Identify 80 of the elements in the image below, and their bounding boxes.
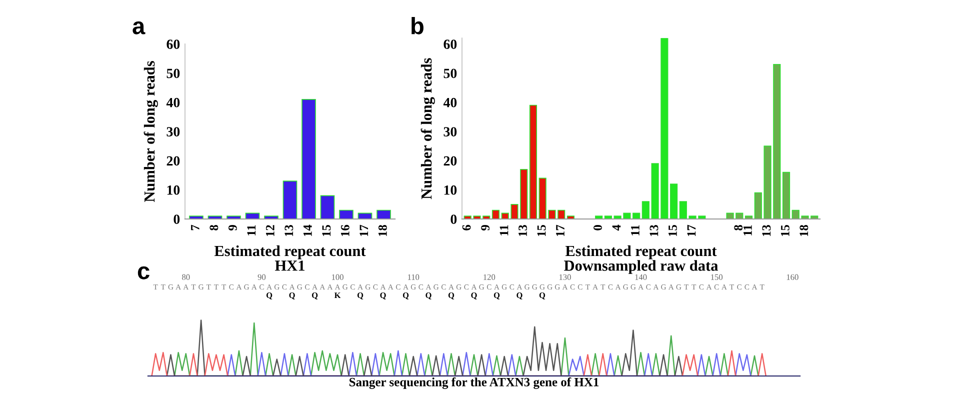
bar — [529, 104, 538, 219]
x-tick-label: 11 — [500, 225, 508, 236]
bar — [566, 216, 575, 219]
text: Q Q Q K Q Q Q Q Q Q Q Q Q — [266, 292, 546, 300]
bar — [320, 195, 335, 219]
x-tick-label: 13 — [284, 224, 294, 236]
x-tick-label: 13 — [762, 224, 771, 236]
x-tick-label: 110 — [408, 274, 420, 280]
bar — [339, 210, 354, 219]
bar — [264, 216, 278, 219]
x-axis-title: Estimated repeat count — [565, 245, 717, 260]
y-tick-label: 60 — [166, 40, 180, 49]
x-tick-label: 14 — [304, 224, 312, 236]
x-tick-label: 4 — [612, 224, 621, 231]
x-tick-label: 80 — [182, 274, 190, 280]
text: a — [132, 21, 146, 34]
bar — [189, 216, 204, 219]
y-tick-label: 0 — [450, 214, 457, 224]
bar — [642, 201, 650, 219]
x-tick-label: 90 — [258, 274, 266, 280]
x-tick-label: 9 — [481, 225, 490, 230]
text: HX1 — [274, 260, 304, 271]
y-tick-label: 50 — [166, 68, 180, 78]
x-tick-label: 13 — [518, 224, 527, 236]
x-tick-label: 120 — [484, 274, 496, 280]
x-tick-label: 18 — [378, 224, 387, 236]
bar — [492, 210, 500, 219]
y-tick-label: 30 — [444, 127, 457, 136]
y-tick-label: 20 — [444, 156, 457, 166]
text: b — [412, 16, 424, 34]
y-tick-label: 0 — [174, 214, 180, 224]
bar — [782, 172, 790, 219]
y-tick-label: 40 — [443, 98, 457, 108]
y-tick-label: 30 — [166, 127, 180, 136]
x-tick-label: 18 — [800, 224, 808, 236]
x-tick-label: 0 — [594, 225, 602, 230]
x-tick-label: 9 — [228, 225, 237, 230]
x-tick-label: 100 — [332, 274, 344, 280]
x-tick-label: 15 — [781, 225, 790, 236]
bar — [376, 210, 391, 219]
x-axis-title: Estimated repeat count — [214, 245, 366, 260]
x-tick-label: 15 — [537, 225, 546, 236]
text: c — [138, 266, 150, 280]
text: Downsampled raw data — [564, 260, 718, 274]
bar — [595, 216, 603, 219]
x-tick-label: 11 — [247, 225, 256, 236]
x-tick-label: 140 — [635, 274, 647, 280]
y-tick-label: 10 — [444, 185, 457, 195]
x-tick-label: 17 — [556, 224, 564, 236]
x-tick-label: 150 — [711, 274, 723, 280]
x-axis-title: Sanger sequencing for the ATXN3 gene of HX1 — [349, 377, 599, 389]
x-tick-label: 6 — [462, 224, 471, 230]
x-tick-label: 17 — [687, 224, 696, 236]
y-tick-label: 20 — [166, 156, 180, 166]
x-tick-label: 7 — [191, 224, 200, 230]
bar — [744, 216, 753, 219]
x-tick-label: 13 — [650, 224, 658, 236]
x-tick-label: 11 — [631, 225, 640, 236]
x-tick-label: 130 — [559, 274, 571, 280]
bar — [302, 98, 316, 219]
x-tick-label: 11 — [744, 225, 752, 236]
x-tick-label: 15 — [322, 225, 331, 236]
bar — [282, 180, 298, 219]
x-tick-label: 160 — [786, 274, 798, 280]
y-tick-label: 40 — [166, 98, 180, 108]
y-axis-title: Number of long reads — [420, 58, 435, 200]
y-axis-title: Number of long reads — [144, 61, 158, 202]
y-tick-label: 10 — [167, 185, 180, 195]
x-tick-label: 8 — [210, 224, 218, 230]
y-tick-label: 60 — [444, 40, 457, 49]
x-tick-label: 15 — [668, 225, 677, 236]
y-tick-label: 50 — [444, 68, 457, 78]
x-tick-label: 12 — [266, 225, 274, 236]
bar — [679, 201, 687, 219]
x-tick-label: 8 — [734, 224, 743, 230]
bar — [604, 216, 612, 219]
x-tick-label: 16 — [340, 224, 350, 236]
bar — [226, 216, 241, 219]
x-tick-label: 17 — [360, 224, 368, 236]
bar — [670, 184, 678, 219]
